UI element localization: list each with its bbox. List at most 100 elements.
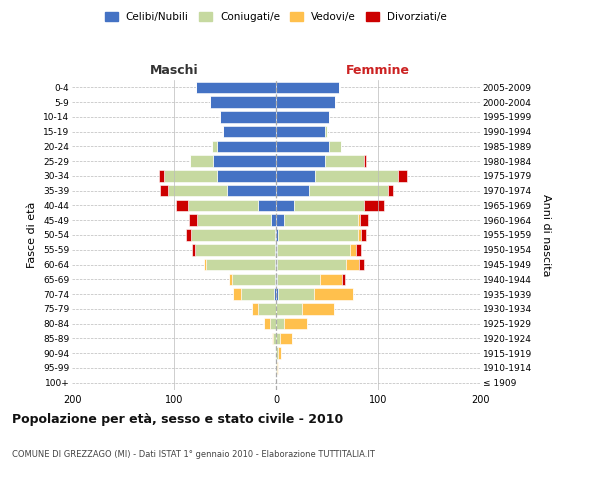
Bar (275, 259, 276, 270)
Legend: Celibi/Nubili, Coniugati/e, Vedovi/e, Divorziati/e: Celibi/Nubili, Coniugati/e, Vedovi/e, Di… (101, 8, 451, 26)
Text: COMUNE DI GREZZAGO (MI) - Dati ISTAT 1° gennaio 2010 - Elaborazione TUTTITALIA.I: COMUNE DI GREZZAGO (MI) - Dati ISTAT 1° … (12, 450, 375, 459)
Bar (188, 200, 257, 211)
Bar (203, 259, 206, 270)
Text: Femmine: Femmine (346, 64, 410, 77)
Bar (206, 259, 275, 270)
Bar (212, 140, 217, 152)
Bar (264, 318, 270, 330)
Text: Popolazione per età, sesso e stato civile - 2010: Popolazione per età, sesso e stato civil… (12, 412, 343, 426)
Bar (276, 126, 325, 138)
Bar (251, 303, 257, 314)
Bar (241, 288, 274, 300)
Bar (191, 229, 275, 241)
Bar (277, 362, 278, 374)
Bar (276, 214, 284, 226)
Bar (358, 214, 359, 226)
Bar (217, 140, 276, 152)
Bar (270, 318, 276, 330)
Bar (275, 244, 276, 256)
Bar (276, 156, 325, 167)
Bar (276, 362, 277, 374)
Bar (314, 288, 353, 300)
Bar (197, 214, 271, 226)
Bar (257, 200, 276, 211)
Bar (308, 185, 388, 196)
Bar (276, 259, 277, 270)
Bar (388, 185, 394, 196)
Bar (275, 274, 276, 285)
Bar (227, 185, 276, 196)
Bar (295, 200, 364, 211)
Bar (210, 96, 276, 108)
Bar (190, 156, 213, 167)
Bar (277, 259, 346, 270)
Bar (276, 185, 308, 196)
Bar (276, 111, 329, 122)
Bar (356, 244, 361, 256)
Bar (168, 185, 227, 196)
Bar (275, 348, 276, 359)
Bar (190, 214, 197, 226)
Bar (346, 259, 359, 270)
Bar (278, 348, 281, 359)
Bar (229, 274, 232, 285)
Bar (364, 156, 366, 167)
Bar (276, 200, 295, 211)
Bar (280, 332, 292, 344)
Bar (186, 229, 191, 241)
Bar (233, 288, 241, 300)
Bar (277, 244, 350, 256)
Bar (213, 156, 276, 167)
Bar (276, 229, 278, 241)
Bar (176, 200, 188, 211)
Bar (284, 214, 358, 226)
Bar (342, 274, 346, 285)
Bar (302, 303, 334, 314)
Bar (276, 318, 284, 330)
Bar (272, 332, 273, 344)
Bar (276, 96, 335, 108)
Bar (159, 170, 164, 181)
Bar (276, 303, 302, 314)
Bar (271, 214, 276, 226)
Bar (196, 82, 276, 93)
Bar (276, 170, 315, 181)
Bar (193, 244, 196, 256)
Bar (276, 348, 278, 359)
Bar (160, 185, 168, 196)
Bar (196, 244, 275, 256)
Y-axis label: Fasce di età: Fasce di età (28, 202, 37, 268)
Bar (325, 156, 364, 167)
Bar (320, 274, 342, 285)
Bar (359, 214, 368, 226)
Bar (325, 126, 327, 138)
Bar (276, 332, 280, 344)
Y-axis label: Anni di nascita: Anni di nascita (541, 194, 551, 276)
Bar (276, 244, 277, 256)
Bar (276, 140, 329, 152)
Bar (274, 288, 276, 300)
Bar (232, 274, 275, 285)
Bar (359, 259, 364, 270)
Bar (315, 170, 398, 181)
Bar (284, 318, 307, 330)
Bar (277, 274, 320, 285)
Bar (350, 244, 356, 256)
Bar (276, 82, 339, 93)
Bar (329, 140, 341, 152)
Bar (223, 126, 276, 138)
Bar (164, 170, 217, 181)
Bar (217, 170, 276, 181)
Bar (257, 303, 276, 314)
Bar (361, 229, 366, 241)
Bar (398, 170, 407, 181)
Bar (358, 229, 361, 241)
Text: Maschi: Maschi (149, 64, 199, 77)
Bar (276, 288, 278, 300)
Bar (220, 111, 276, 122)
Bar (273, 332, 276, 344)
Bar (276, 274, 277, 285)
Bar (364, 200, 384, 211)
Bar (275, 229, 276, 241)
Bar (278, 288, 314, 300)
